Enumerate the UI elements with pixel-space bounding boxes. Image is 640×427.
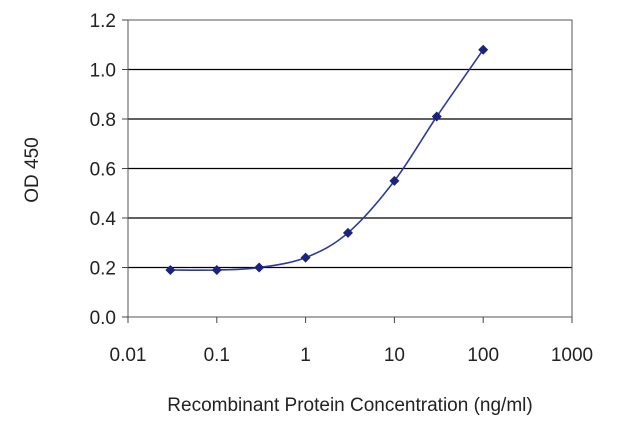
y-axis-title: OD 450 [22, 137, 43, 202]
y-tick-label: 1.2 [90, 11, 116, 32]
x-axis-title: Recombinant Protein Concentration (ng/ml… [167, 395, 532, 416]
x-tick-label: 100 [467, 345, 499, 366]
data-point [254, 262, 265, 273]
y-tick-label: 0.6 [90, 160, 116, 181]
series-line [170, 49, 484, 271]
data-point [431, 111, 442, 122]
x-axis-ticks: 0.01 0.1 1 10 100 1000 [110, 317, 593, 366]
series-points [165, 44, 489, 275]
y-tick-label: 0.4 [90, 209, 117, 230]
data-point [478, 44, 489, 55]
gridlines [128, 68, 572, 269]
data-point [300, 252, 311, 263]
x-tick-label: 0.01 [110, 345, 147, 366]
x-tick-label: 0.1 [204, 345, 230, 366]
y-tick-label: 0.2 [90, 259, 116, 280]
y-tick-label: 1.0 [90, 61, 116, 82]
x-tick-label: 1000 [551, 345, 593, 366]
x-tick-label: 10 [384, 345, 405, 366]
y-tick-label: 0.0 [90, 308, 116, 329]
data-point [342, 227, 353, 238]
y-axis-ticks: 0.0 0.2 0.4 0.6 0.8 1.0 1.2 [90, 11, 128, 329]
x-tick-label: 1 [300, 345, 311, 366]
data-point [211, 264, 222, 275]
data-point [389, 175, 400, 186]
data-point [165, 264, 176, 275]
y-tick-label: 0.8 [90, 110, 116, 131]
